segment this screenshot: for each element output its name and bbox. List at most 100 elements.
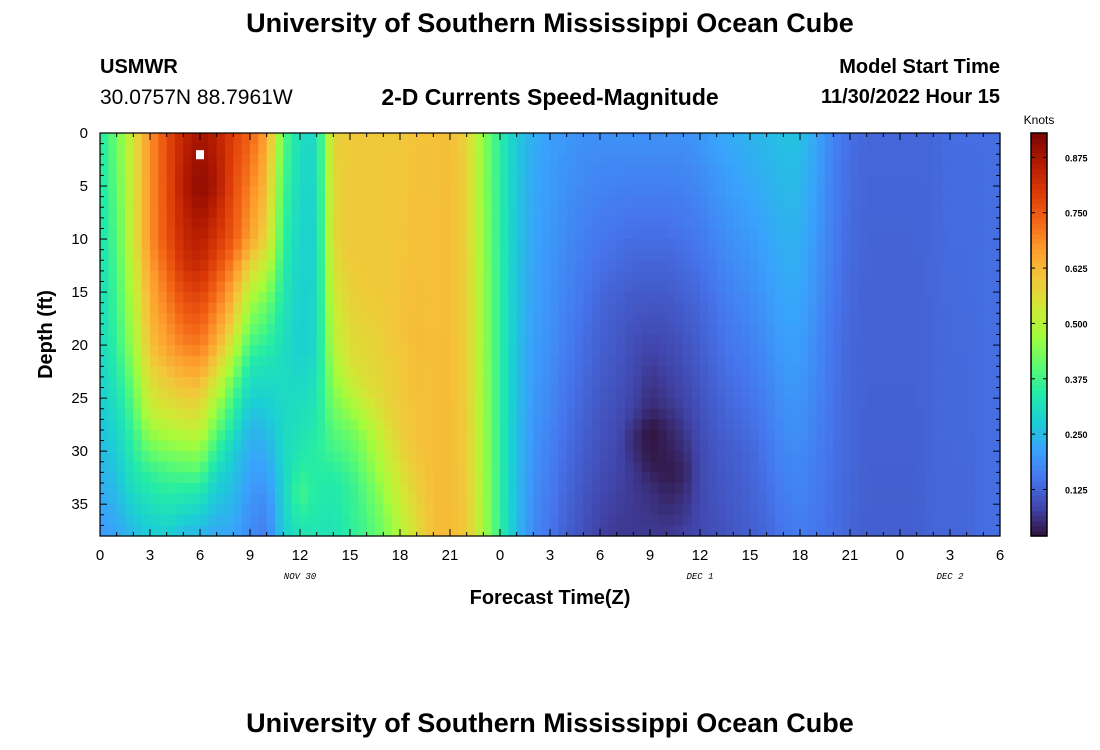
heatmap-cell: [741, 302, 751, 314]
date-label: DEC 1: [686, 572, 713, 582]
colorbar-swatch: [1031, 213, 1047, 220]
heatmap-cell: [358, 164, 368, 177]
heatmap-cell: [433, 408, 443, 420]
heatmap-cell: [166, 440, 176, 452]
heatmap-cell: [983, 472, 993, 484]
heatmap-cell: [841, 461, 851, 473]
heatmap-cell: [625, 196, 634, 208]
heatmap-cell: [383, 249, 393, 261]
heatmap-cell: [908, 302, 918, 314]
heatmap-cell: [700, 239, 709, 251]
heatmap-cell: [241, 228, 251, 240]
heatmap-cell: [683, 514, 693, 526]
heatmap-cell: [600, 355, 609, 367]
heatmap-cell: [650, 302, 659, 314]
heatmap-cell: [216, 472, 226, 484]
heatmap-cell: [908, 440, 918, 452]
heatmap-cell: [400, 472, 409, 484]
heatmap-cell: [391, 345, 401, 357]
heatmap-cell: [133, 154, 143, 166]
heatmap-cell: [425, 398, 434, 410]
heatmap-cell: [341, 143, 351, 155]
colorbar-swatch: [1031, 329, 1047, 336]
heatmap-cell: [750, 482, 759, 495]
heatmap-cell: [150, 482, 159, 495]
heatmap-cell: [783, 345, 793, 357]
heatmap-cell: [858, 451, 868, 463]
heatmap-cell: [966, 493, 976, 505]
heatmap-cell: [833, 429, 843, 442]
heatmap-cell: [575, 398, 584, 410]
heatmap-cell: [658, 323, 668, 336]
heatmap-cell: [583, 461, 593, 473]
heatmap-cell: [425, 217, 434, 230]
heatmap-cell: [725, 239, 734, 251]
heatmap-cell: [933, 451, 943, 463]
heatmap-cell: [183, 217, 193, 230]
heatmap-cell: [258, 366, 268, 378]
heatmap-cell: [500, 217, 509, 230]
heatmap-cell: [291, 355, 301, 367]
heatmap-cell: [166, 302, 176, 314]
heatmap-cell: [375, 239, 384, 251]
heatmap-cell: [533, 207, 543, 219]
heatmap-cell: [816, 143, 826, 155]
heatmap-cell: [883, 440, 893, 452]
heatmap-cell: [308, 493, 318, 505]
heatmap-cell: [250, 249, 259, 261]
heatmap-cell: [775, 228, 784, 240]
heatmap-cell: [691, 270, 701, 283]
heatmap-cell: [791, 133, 801, 145]
heatmap-cell: [650, 217, 659, 230]
heatmap-cell: [841, 228, 851, 240]
heatmap-cell: [566, 196, 576, 208]
heatmap-cell: [650, 292, 659, 304]
heatmap-cell: [541, 323, 551, 336]
heatmap-cell: [875, 270, 884, 283]
heatmap-cell: [350, 504, 359, 516]
heatmap-cell: [683, 493, 693, 505]
heatmap-cell: [866, 217, 876, 230]
heatmap-cell: [966, 323, 976, 336]
heatmap-cell: [725, 334, 734, 346]
heatmap-cell: [450, 429, 459, 442]
heatmap-cell: [500, 292, 509, 304]
colorbar-swatch: [1031, 420, 1047, 426]
heatmap-cell: [641, 239, 651, 251]
heatmap-cell: [583, 355, 593, 367]
heatmap-cell: [458, 408, 468, 420]
heatmap-cell: [991, 387, 1001, 399]
heatmap-cell: [666, 525, 676, 537]
heatmap-cell: [733, 281, 743, 293]
heatmap-cell: [158, 408, 168, 420]
heatmap-cell: [758, 217, 768, 230]
heatmap-cell: [433, 313, 443, 325]
heatmap-cell: [675, 313, 684, 325]
heatmap-cell: [266, 143, 276, 155]
heatmap-cell: [433, 493, 443, 505]
heatmap-cell: [175, 440, 184, 452]
heatmap-cell: [608, 260, 618, 272]
heatmap-cell: [641, 196, 651, 208]
heatmap-cell: [141, 408, 151, 420]
heatmap-cell: [991, 419, 1001, 431]
heatmap-cell: [366, 514, 376, 526]
heatmap-cell: [358, 408, 368, 420]
heatmap-cell: [408, 133, 418, 145]
heatmap-cell: [175, 186, 184, 198]
heatmap-cell: [725, 281, 734, 293]
heatmap-cell: [466, 376, 476, 389]
heatmap-cell: [883, 164, 893, 177]
heatmap-cell: [833, 323, 843, 336]
heatmap-cell: [975, 429, 984, 442]
heatmap-cell: [600, 451, 609, 463]
heatmap-cell: [433, 302, 443, 314]
heatmap-cell: [400, 175, 409, 187]
heatmap-cell: [158, 366, 168, 378]
heatmap-cell: [550, 419, 559, 431]
heatmap-cell: [616, 133, 626, 145]
heatmap-cell: [141, 217, 151, 230]
heatmap-cell: [191, 398, 201, 410]
heatmap-cell: [358, 260, 368, 272]
heatmap-cell: [700, 419, 709, 431]
